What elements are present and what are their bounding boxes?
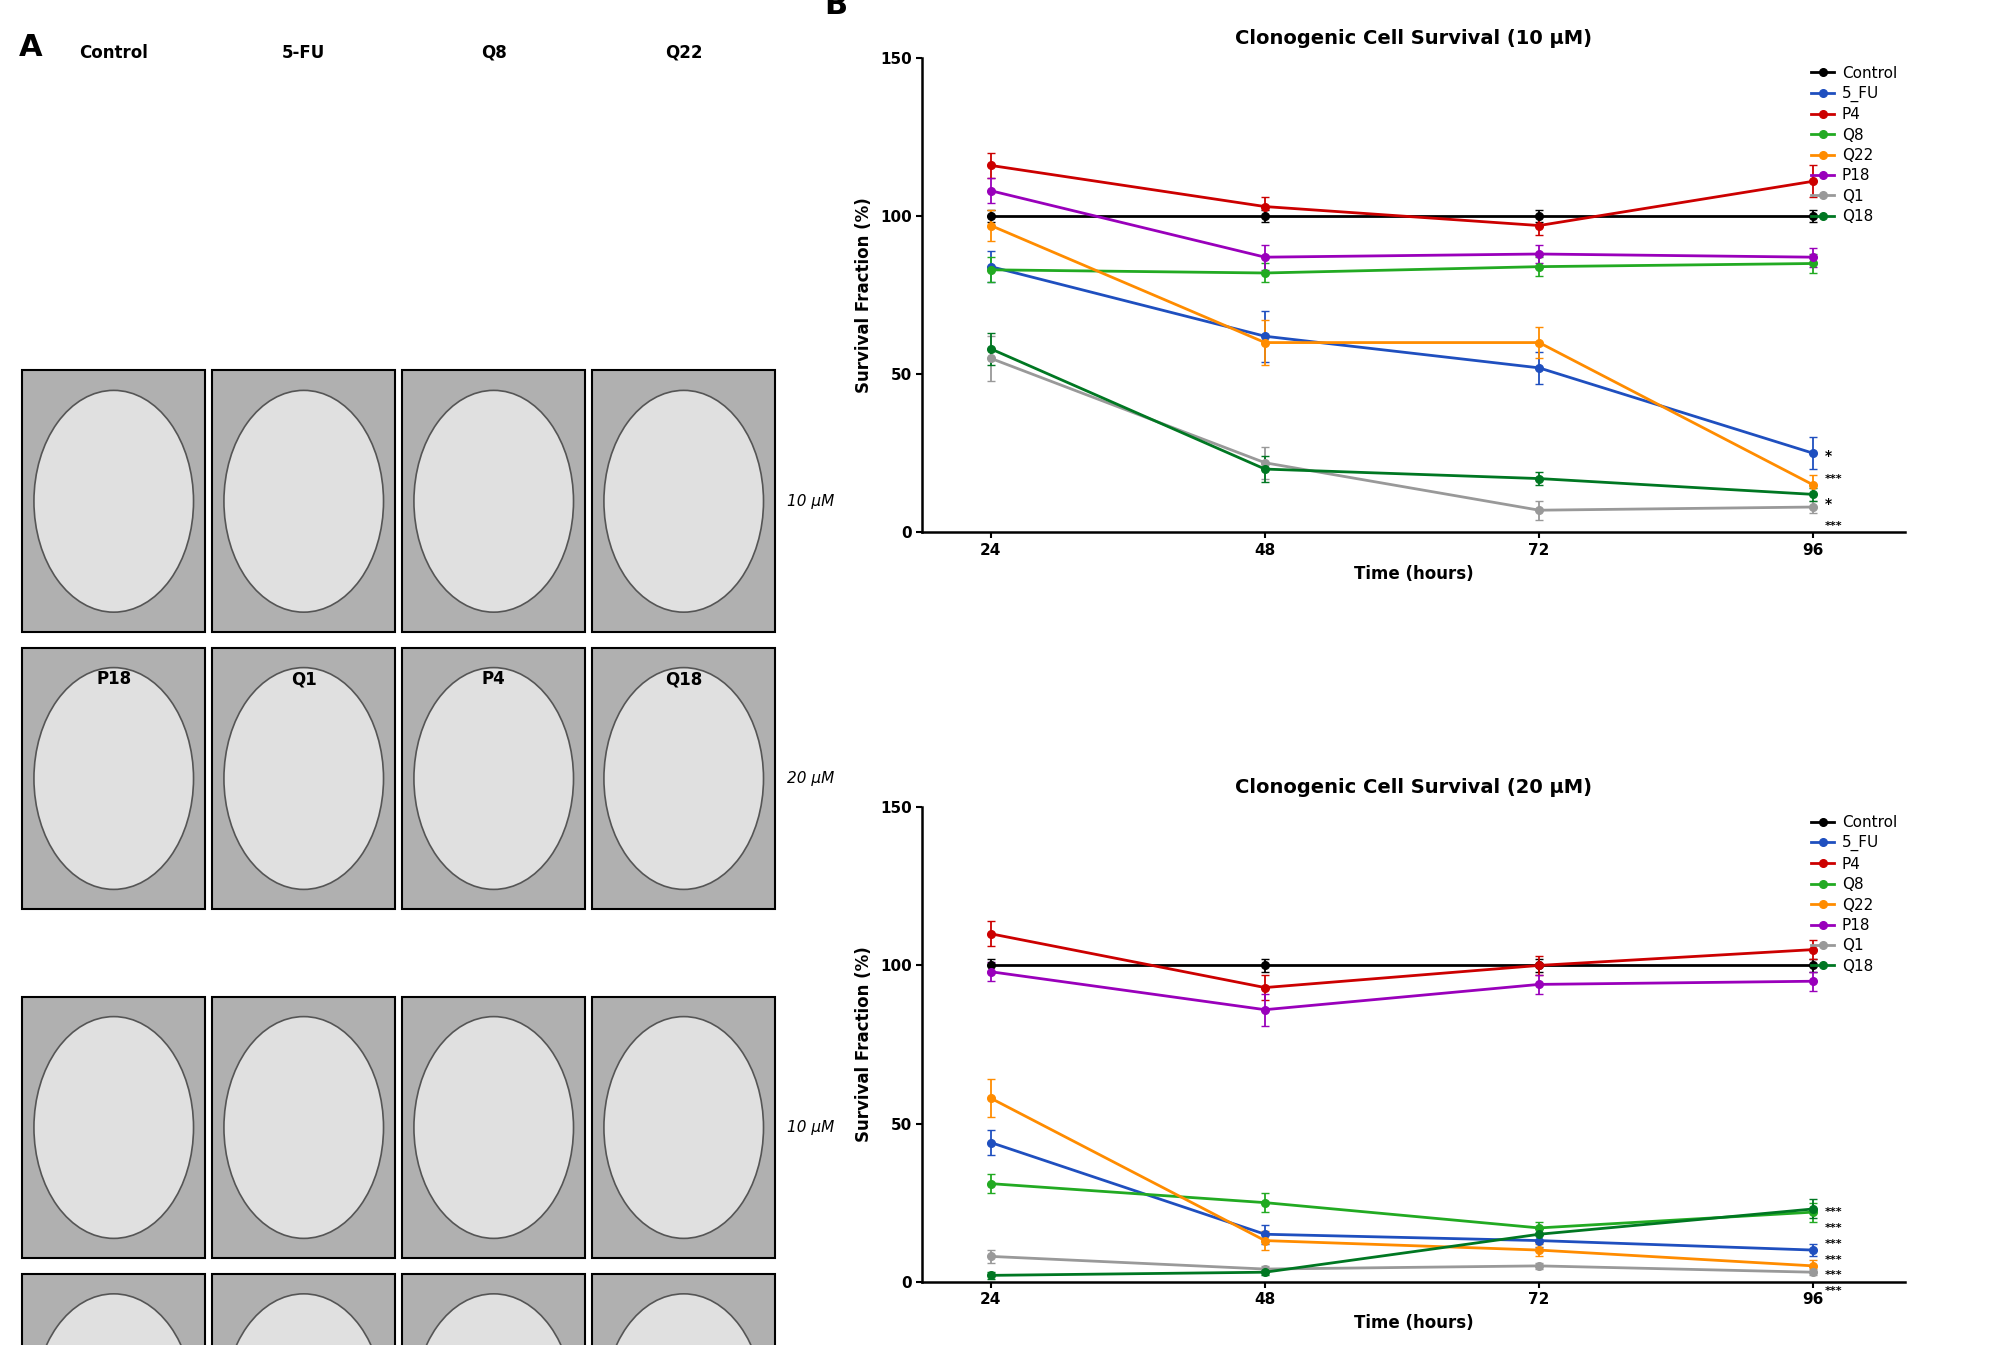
Ellipse shape [34, 390, 194, 612]
Text: ***: *** [1824, 473, 1842, 484]
Ellipse shape [604, 667, 764, 889]
Ellipse shape [604, 390, 764, 612]
FancyBboxPatch shape [592, 370, 776, 632]
X-axis label: Time (hours): Time (hours) [1354, 1314, 1474, 1332]
Text: A: A [18, 34, 42, 62]
FancyBboxPatch shape [212, 370, 396, 632]
Ellipse shape [224, 390, 384, 612]
Legend: Control, 5_FU, P4, Q8, Q22, P18, Q1, Q18: Control, 5_FU, P4, Q8, Q22, P18, Q1, Q18 [1812, 815, 1896, 974]
Text: 20 μM: 20 μM [788, 771, 834, 785]
FancyBboxPatch shape [592, 997, 776, 1259]
Text: Q18: Q18 [666, 670, 702, 689]
FancyBboxPatch shape [22, 997, 206, 1259]
Ellipse shape [224, 1017, 384, 1239]
FancyBboxPatch shape [212, 997, 396, 1259]
FancyBboxPatch shape [592, 1274, 776, 1345]
Text: ***: *** [1824, 521, 1842, 531]
Text: *: * [1824, 496, 1832, 511]
Ellipse shape [34, 1294, 194, 1345]
Legend: Control, 5_FU, P4, Q8, Q22, P18, Q1, Q18: Control, 5_FU, P4, Q8, Q22, P18, Q1, Q18 [1812, 66, 1896, 225]
Ellipse shape [224, 667, 384, 889]
Ellipse shape [604, 1294, 764, 1345]
Ellipse shape [414, 390, 574, 612]
Ellipse shape [604, 1017, 764, 1239]
FancyBboxPatch shape [402, 997, 586, 1259]
FancyBboxPatch shape [212, 648, 396, 909]
Text: ***: *** [1824, 1271, 1842, 1280]
Ellipse shape [34, 667, 194, 889]
FancyBboxPatch shape [22, 1274, 206, 1345]
Text: P4: P4 [482, 670, 506, 689]
Text: ***: *** [1824, 1223, 1842, 1233]
Text: Q22: Q22 [664, 44, 702, 62]
Text: ***: *** [1824, 1206, 1842, 1217]
X-axis label: Time (hours): Time (hours) [1354, 565, 1474, 582]
FancyBboxPatch shape [212, 1274, 396, 1345]
Text: P18: P18 [96, 670, 132, 689]
Text: B: B [824, 0, 848, 20]
Text: ***: *** [1824, 1255, 1842, 1264]
Text: Control: Control [80, 44, 148, 62]
Ellipse shape [34, 1017, 194, 1239]
Text: *: * [1824, 449, 1832, 464]
Text: 10 μM: 10 μM [788, 494, 834, 508]
FancyBboxPatch shape [22, 370, 206, 632]
Title: Clonogenic Cell Survival (20 μM): Clonogenic Cell Survival (20 μM) [1234, 779, 1592, 798]
Text: Q1: Q1 [290, 670, 316, 689]
FancyBboxPatch shape [402, 1274, 586, 1345]
Y-axis label: Survival Fraction (%): Survival Fraction (%) [856, 198, 874, 393]
FancyBboxPatch shape [402, 648, 586, 909]
Text: 5-FU: 5-FU [282, 44, 326, 62]
Ellipse shape [414, 1294, 574, 1345]
Y-axis label: Survival Fraction (%): Survival Fraction (%) [856, 947, 874, 1142]
Text: ***: *** [1824, 1239, 1842, 1248]
Ellipse shape [414, 1017, 574, 1239]
FancyBboxPatch shape [22, 648, 206, 909]
Text: ***: *** [1824, 1286, 1842, 1297]
Ellipse shape [414, 667, 574, 889]
Ellipse shape [224, 1294, 384, 1345]
Text: Q8: Q8 [480, 44, 506, 62]
Title: Clonogenic Cell Survival (10 μM): Clonogenic Cell Survival (10 μM) [1234, 30, 1592, 48]
FancyBboxPatch shape [592, 648, 776, 909]
Text: 10 μM: 10 μM [788, 1120, 834, 1135]
FancyBboxPatch shape [402, 370, 586, 632]
